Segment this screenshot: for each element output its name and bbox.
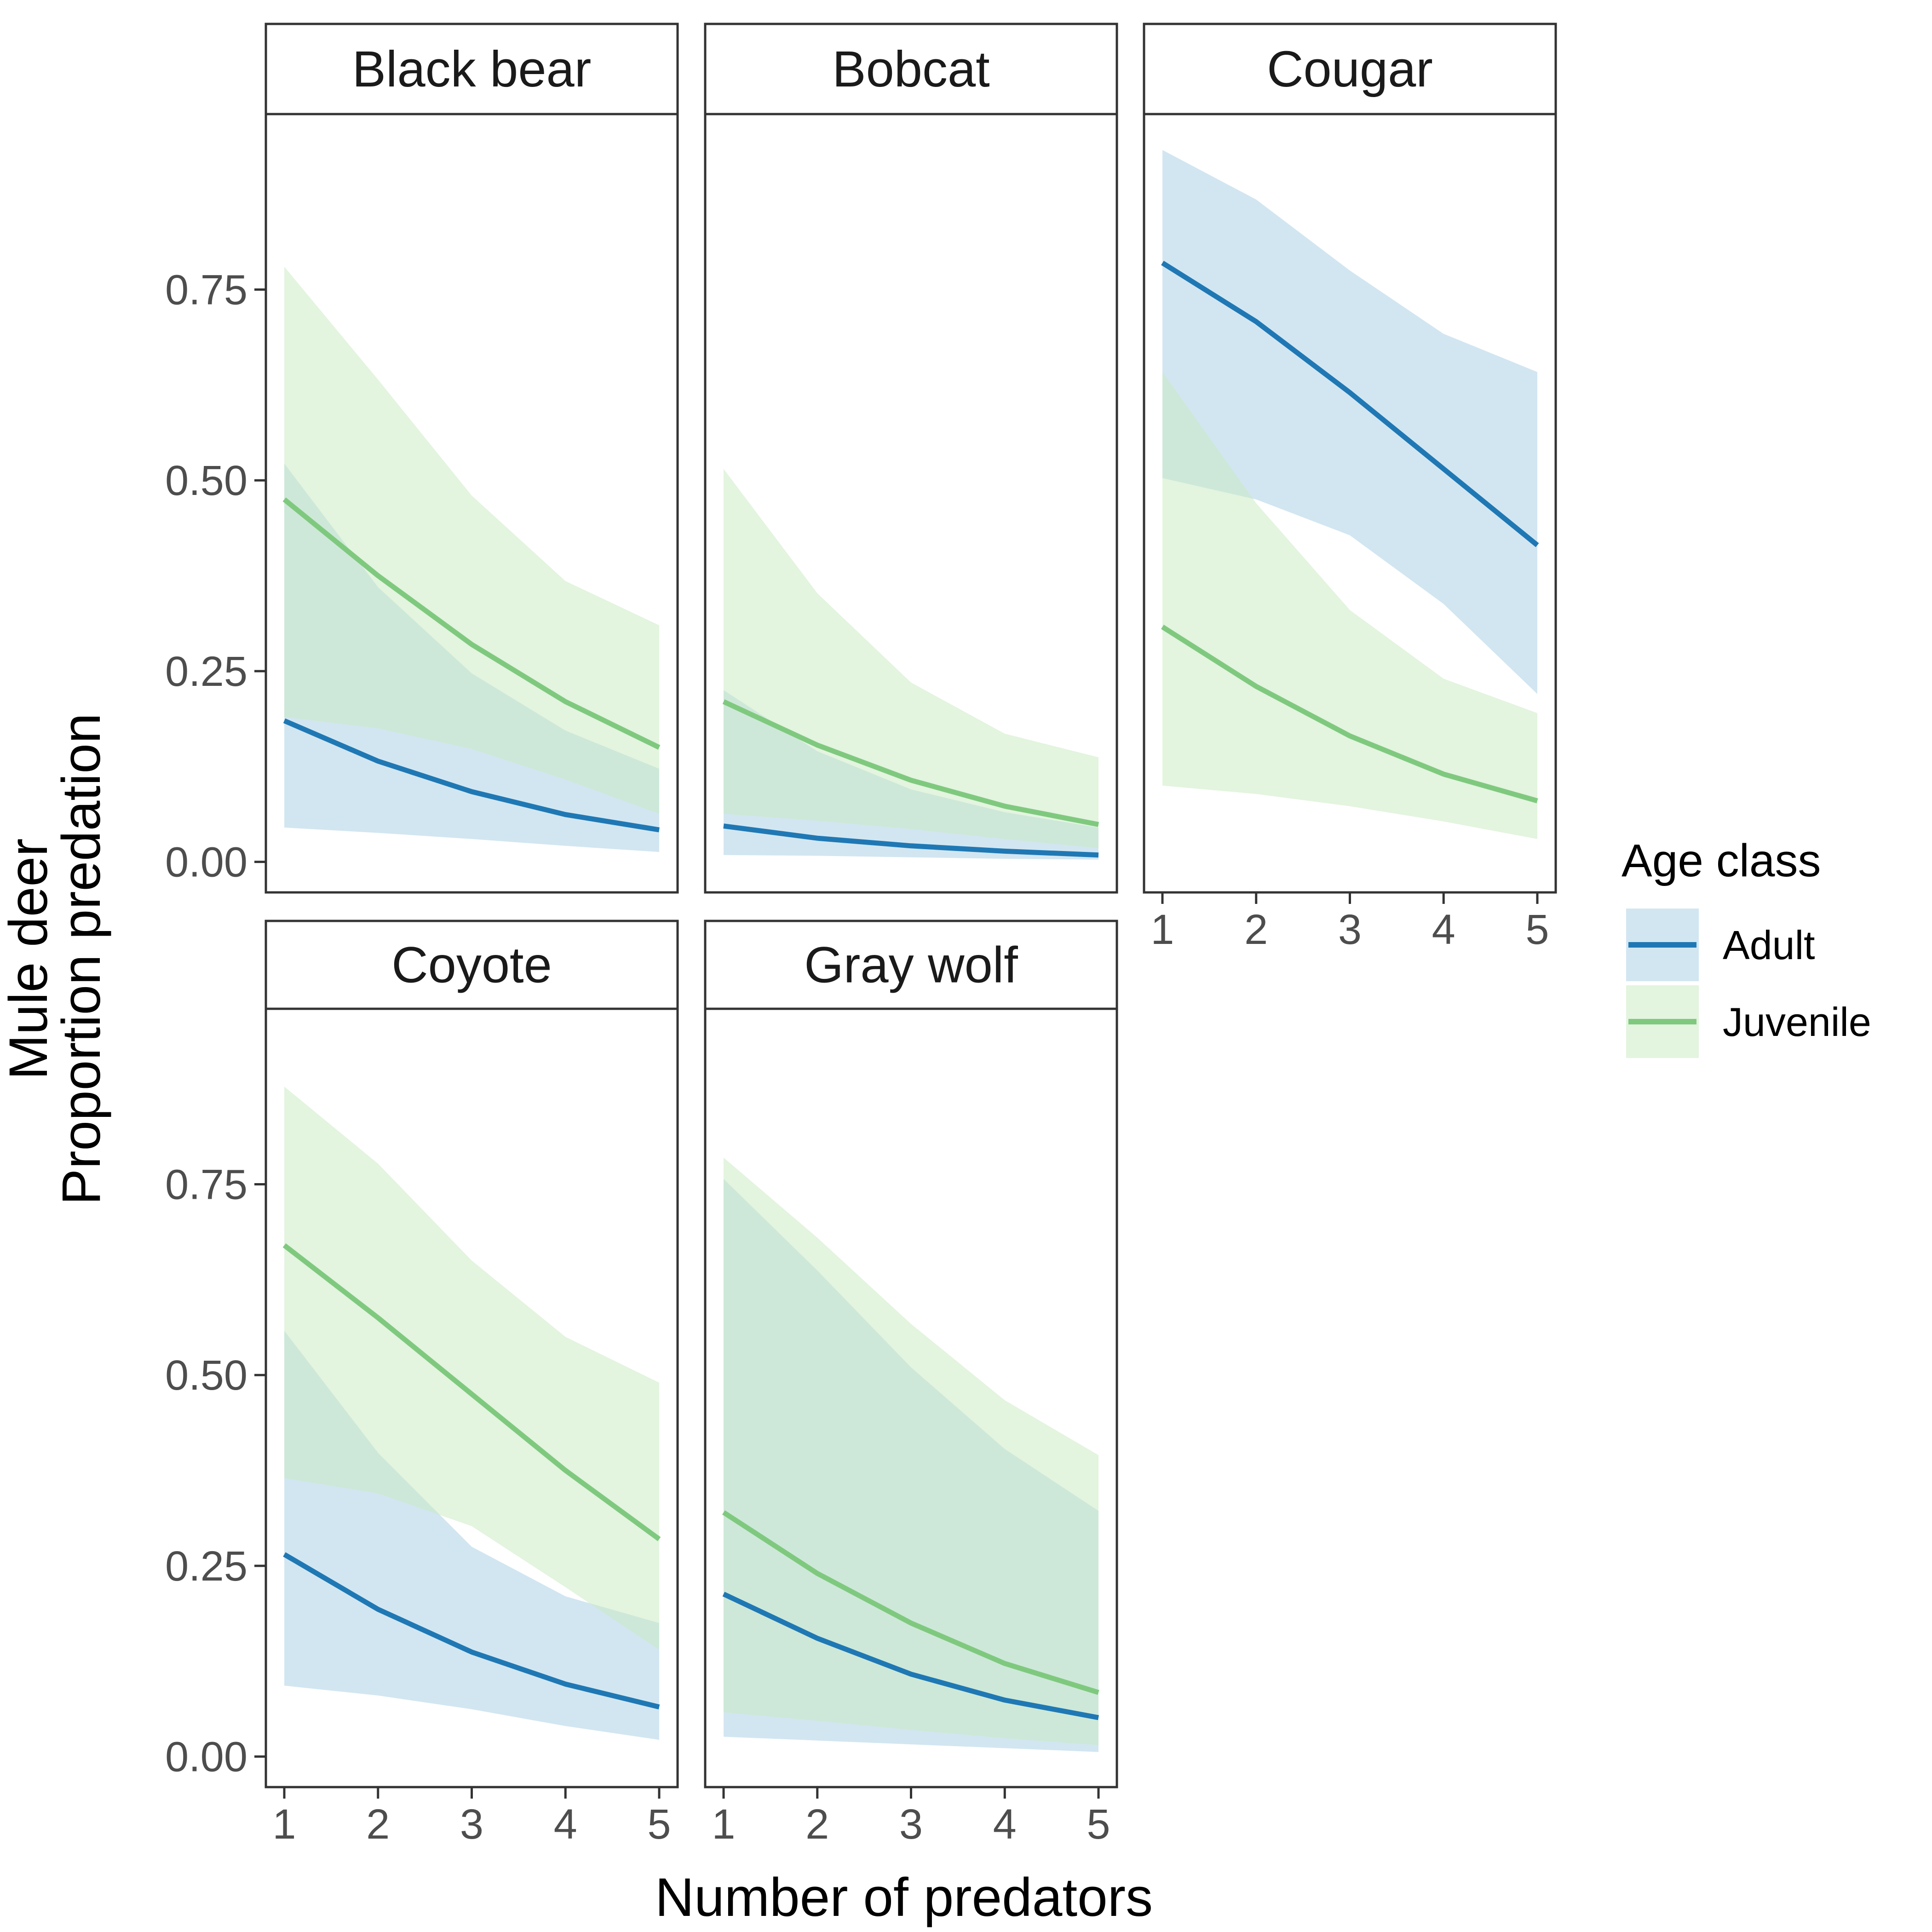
x-tick-label-coyote-0: 1 xyxy=(272,1801,296,1848)
x-tick-label-cougar-3: 4 xyxy=(1432,906,1455,953)
legend-label-adult: Adult xyxy=(1723,922,1815,968)
y-tick-label-coyote-3: 0.75 xyxy=(165,1162,247,1208)
line-black-bear-juvenile xyxy=(282,497,661,750)
strip-label-cougar: Cougar xyxy=(1267,41,1433,98)
x-tick-label-cougar-4: 5 xyxy=(1525,906,1549,953)
legend-label-juvenile: Juvenile xyxy=(1723,999,1871,1045)
ribbon-coyote-juvenile xyxy=(284,1087,659,1650)
line-cougar-adult xyxy=(1161,260,1539,547)
legend-title: Age class xyxy=(1622,835,1821,886)
ribbon-coyote-adult xyxy=(284,1331,659,1740)
x-tick-label-gray-wolf-4: 5 xyxy=(1087,1801,1110,1848)
y-tick-label-black-bear-0: 0.00 xyxy=(165,839,247,886)
strip-label-bobcat: Bobcat xyxy=(832,41,989,98)
y-tick-label-black-bear-2: 0.50 xyxy=(165,457,247,504)
x-tick-label-gray-wolf-2: 3 xyxy=(899,1801,923,1848)
strip-label-coyote: Coyote xyxy=(391,937,552,994)
strip-label-black-bear: Black bear xyxy=(352,41,592,98)
strip-black-bear xyxy=(264,23,679,115)
y-axis-title-line1: Mule deer xyxy=(0,839,59,1080)
strip-coyote xyxy=(264,920,679,1010)
ribbon-cougar-juvenile xyxy=(1162,372,1537,839)
x-tick-label-cougar-1: 2 xyxy=(1244,906,1268,953)
x-tick-label-cougar-2: 3 xyxy=(1338,906,1362,953)
panel-black-bear: Black bear 0.00 0.25 0.50 0.75 xyxy=(165,23,679,894)
ribbon-cougar-adult xyxy=(1162,150,1537,694)
x-tick-label-coyote-3: 4 xyxy=(554,1801,577,1848)
panel-border-black-bear xyxy=(264,113,679,894)
line-cougar-juvenile xyxy=(1161,625,1538,804)
x-tick-label-gray-wolf-3: 4 xyxy=(993,1801,1017,1848)
x-tick-label-coyote-1: 2 xyxy=(366,1801,390,1848)
legend: Age class Adult Juvenile xyxy=(1622,835,1871,1058)
line-gray-wolf-adult xyxy=(722,1592,1099,1720)
strip-gray-wolf xyxy=(704,920,1118,1010)
line-coyote-juvenile xyxy=(282,1243,661,1541)
ribbon-bobcat-juvenile xyxy=(724,469,1098,848)
panels-layer: Black bear 0.00 0.25 0.50 0.75 Bobcat Cougar 1 2… xyxy=(165,23,1557,1848)
strip-bobcat xyxy=(704,23,1118,115)
ribbon-gray-wolf-juvenile xyxy=(724,1157,1098,1745)
line-gray-wolf-juvenile xyxy=(722,1510,1099,1695)
x-tick-label-coyote-2: 3 xyxy=(460,1801,483,1848)
x-tick-label-cougar-0: 1 xyxy=(1150,906,1174,953)
x-tick-label-gray-wolf-1: 2 xyxy=(805,1801,829,1848)
panel-cougar: Cougar 1 2 3 4 5 xyxy=(1143,23,1557,953)
y-tick-label-coyote-1: 0.25 xyxy=(165,1543,247,1590)
line-bobcat-adult xyxy=(723,823,1099,858)
panel-gray-wolf: Gray wolf 1 2 3 4 5 xyxy=(704,920,1118,1848)
y-axis-title: Mule deer Proportion predation xyxy=(0,713,112,1205)
panel-coyote: Coyote 0.00 0.25 0.50 0.75 1 2 3 4 5 xyxy=(165,920,679,1848)
x-axis-title: Number of predators xyxy=(655,1867,1153,1928)
line-black-bear-adult xyxy=(283,718,660,833)
ribbon-black-bear-juvenile xyxy=(284,266,659,814)
x-tick-label-coyote-4: 5 xyxy=(647,1801,671,1848)
panel-bobcat: Bobcat xyxy=(704,23,1118,894)
y-tick-label-coyote-0: 0.00 xyxy=(165,1734,247,1781)
strip-label-gray-wolf: Gray wolf xyxy=(804,937,1018,994)
x-tick-label-gray-wolf-0: 1 xyxy=(712,1801,735,1848)
y-tick-label-black-bear-1: 0.25 xyxy=(165,648,247,695)
panel-border-bobcat xyxy=(704,113,1118,894)
y-tick-label-coyote-2: 0.50 xyxy=(165,1352,247,1399)
line-bobcat-juvenile xyxy=(722,699,1099,827)
line-coyote-adult xyxy=(283,1552,660,1710)
y-axis-title-line2: Proportion predation xyxy=(51,713,112,1205)
y-tick-label-black-bear-3: 0.75 xyxy=(165,267,247,314)
